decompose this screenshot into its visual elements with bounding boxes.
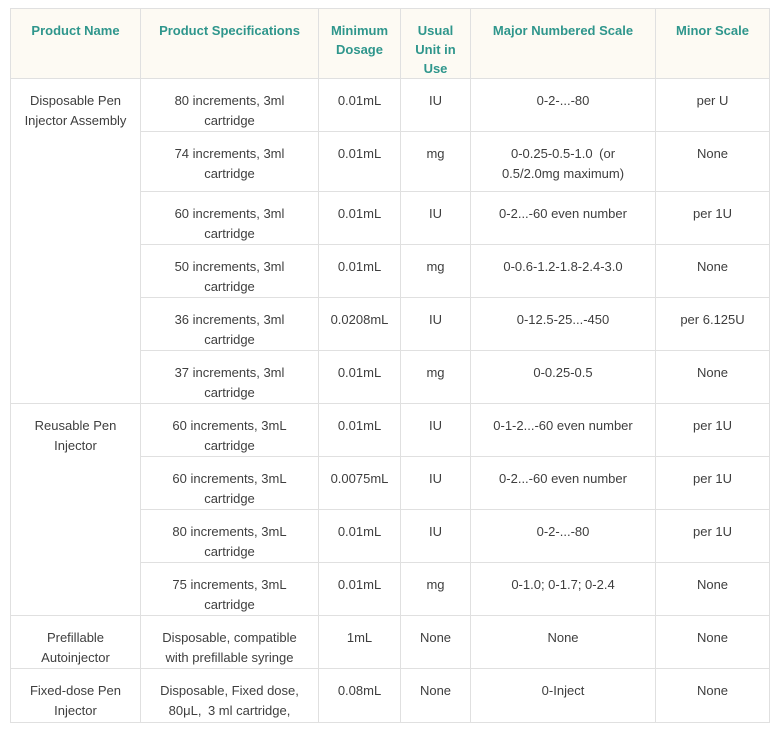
cell-major-scale: 0-2-...-80: [470, 78, 656, 132]
cell-spec: Disposable, compatible with prefillable …: [140, 615, 319, 669]
cell-unit: None: [400, 615, 471, 669]
cell-unit: IU: [400, 403, 471, 457]
cell-major-scale: None: [470, 615, 656, 669]
table-row: 60 increments, 3ml cartridge 0.01mL IU 0…: [11, 191, 770, 245]
cell-min-dosage: 0.0208mL: [318, 297, 401, 351]
table-row: 50 increments, 3ml cartridge 0.01mL mg 0…: [11, 244, 770, 298]
cell-major-scale: 0-1-2...-60 even number: [470, 403, 656, 457]
cell-unit: IU: [400, 297, 471, 351]
cell-product-name: Disposable Pen Injector Assembly: [10, 78, 141, 404]
cell-min-dosage: 0.01mL: [318, 350, 401, 404]
cell-product-name: Prefillable Autoinjector: [10, 615, 141, 669]
cell-minor-scale: per 1U: [655, 403, 770, 457]
cell-product-name: Reusable Pen Injector: [10, 403, 141, 616]
cell-unit: mg: [400, 244, 471, 298]
cell-major-scale: 0-1.0; 0-1.7; 0-2.4: [470, 562, 656, 616]
cell-spec: Disposable, Fixed dose, 80μL, 3 ml cartr…: [140, 668, 319, 723]
header-row: Product Name Product Specifications Mini…: [10, 8, 770, 79]
cell-min-dosage: 0.01mL: [318, 191, 401, 245]
table-row: Prefillable Autoinjector Disposable, com…: [10, 615, 770, 669]
cell-min-dosage: 1mL: [318, 615, 401, 669]
table-row: Fixed-dose Pen Injector Disposable, Fixe…: [10, 668, 770, 723]
cell-minor-scale: None: [655, 350, 770, 404]
pen-injector-spec-table: Product Name Product Specifications Mini…: [10, 8, 770, 723]
cell-min-dosage: 0.01mL: [318, 403, 401, 457]
cell-unit: IU: [400, 78, 471, 132]
table-row: 80 increments, 3mL cartridge 0.01mL IU 0…: [11, 509, 770, 563]
cell-minor-scale: per 1U: [655, 456, 770, 510]
column-header-usual-unit-in-use: Usual Unit in Use: [400, 8, 471, 79]
cell-minor-scale: per 1U: [655, 509, 770, 563]
table-body: Disposable Pen Injector Assembly 80 incr…: [10, 78, 770, 723]
cell-minor-scale: None: [655, 615, 770, 669]
column-header-major-numbered-scale: Major Numbered Scale: [470, 8, 656, 79]
cell-major-scale: 0-2...-60 even number: [470, 456, 656, 510]
cell-spec: 75 increments, 3mL cartridge: [140, 562, 319, 616]
column-header-minor-scale: Minor Scale: [655, 8, 770, 79]
table-row: 37 increments, 3ml cartridge 0.01mL mg 0…: [11, 350, 770, 404]
cell-min-dosage: 0.01mL: [318, 244, 401, 298]
cell-major-scale: 0-0.25-0.5: [470, 350, 656, 404]
cell-minor-scale: None: [655, 668, 770, 723]
cell-min-dosage: 0.01mL: [318, 131, 401, 192]
cell-spec: 80 increments, 3mL cartridge: [140, 509, 319, 563]
cell-spec: 60 increments, 3mL cartridge: [140, 456, 319, 510]
cell-product-name: Fixed-dose Pen Injector: [10, 668, 141, 723]
column-header-minimum-dosage: Minimum Dosage: [318, 8, 401, 79]
cell-minor-scale: None: [655, 244, 770, 298]
cell-major-scale: 0-Inject: [470, 668, 656, 723]
cell-min-dosage: 0.0075mL: [318, 456, 401, 510]
cell-spec: 50 increments, 3ml cartridge: [140, 244, 319, 298]
column-header-product-specifications: Product Specifications: [140, 8, 319, 79]
cell-unit: mg: [400, 350, 471, 404]
cell-minor-scale: per 1U: [655, 191, 770, 245]
cell-spec: 60 increments, 3ml cartridge: [140, 191, 319, 245]
cell-min-dosage: 0.01mL: [318, 562, 401, 616]
cell-unit: IU: [400, 191, 471, 245]
cell-unit: mg: [400, 131, 471, 192]
cell-major-scale: 0-2-...-80: [470, 509, 656, 563]
cell-major-scale: 0-0.25-0.5-1.0 (or 0.5/2.0mg maximum): [470, 131, 656, 192]
cell-unit: None: [400, 668, 471, 723]
cell-minor-scale: None: [655, 562, 770, 616]
cell-minor-scale: per U: [655, 78, 770, 132]
cell-major-scale: 0-0.6-1.2-1.8-2.4-3.0: [470, 244, 656, 298]
cell-spec: 80 increments, 3ml cartridge: [140, 78, 319, 132]
table-header: Product Name Product Specifications Mini…: [10, 8, 770, 79]
cell-minor-scale: per 6.125U: [655, 297, 770, 351]
cell-unit: IU: [400, 509, 471, 563]
cell-unit: mg: [400, 562, 471, 616]
table-row: Reusable Pen Injector 60 increments, 3mL…: [10, 403, 770, 616]
cell-min-dosage: 0.01mL: [318, 509, 401, 563]
cell-spec: 60 increments, 3mL cartridge: [140, 403, 319, 457]
column-header-product-name: Product Name: [10, 8, 141, 79]
table-row: 74 increments, 3ml cartridge 0.01mL mg 0…: [11, 131, 770, 192]
table-row: 75 increments, 3mL cartridge 0.01mL mg 0…: [11, 562, 770, 616]
cell-min-dosage: 0.08mL: [318, 668, 401, 723]
cell-major-scale: 0-12.5-25...-450: [470, 297, 656, 351]
cell-spec: 37 increments, 3ml cartridge: [140, 350, 319, 404]
cell-spec: 74 increments, 3ml cartridge: [140, 131, 319, 192]
cell-min-dosage: 0.01mL: [318, 78, 401, 132]
cell-unit: IU: [400, 456, 471, 510]
cell-major-scale: 0-2...-60 even number: [470, 191, 656, 245]
cell-spec: 36 increments, 3ml cartridge: [140, 297, 319, 351]
table-row: Disposable Pen Injector Assembly 80 incr…: [10, 78, 770, 404]
table-row: 60 increments, 3mL cartridge 0.0075mL IU…: [11, 456, 770, 510]
cell-minor-scale: None: [655, 131, 770, 192]
